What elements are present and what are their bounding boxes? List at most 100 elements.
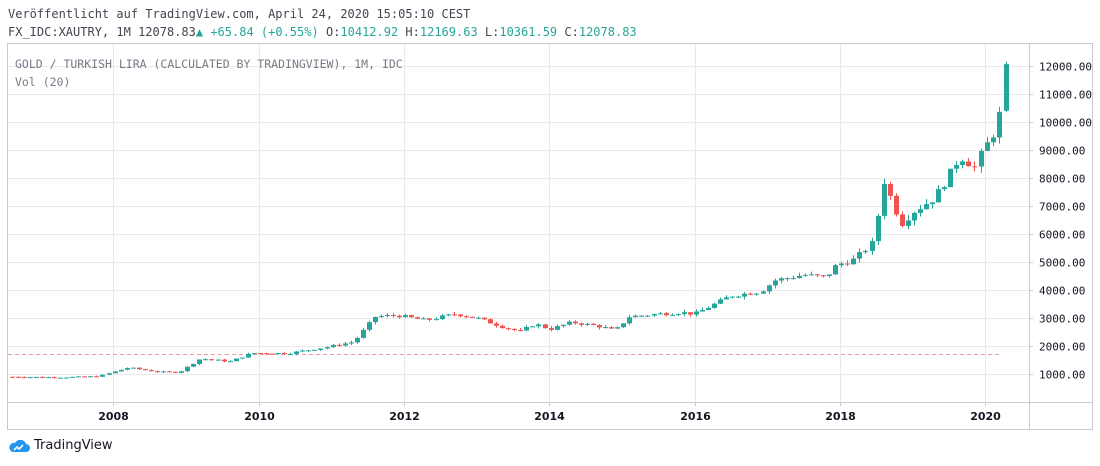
candle-body xyxy=(113,371,118,374)
candle-body xyxy=(761,291,766,294)
candle-body xyxy=(500,325,505,329)
y-tick-label: 6000.00 xyxy=(1039,229,1085,242)
candle-body xyxy=(88,376,93,378)
candle-body xyxy=(149,370,154,372)
candle-body xyxy=(918,209,923,213)
candle-body xyxy=(597,325,602,328)
x-tick-label: 2010 xyxy=(244,410,275,423)
candle-body xyxy=(888,183,893,196)
candle-body xyxy=(555,326,560,330)
candle-body xyxy=(518,330,523,332)
candle-body xyxy=(791,278,796,280)
candle-body xyxy=(645,315,650,317)
candle-body xyxy=(857,252,862,259)
candle-body xyxy=(494,323,499,326)
open-value: 10412.92 xyxy=(340,25,399,39)
candle-body xyxy=(821,275,826,277)
candle-body xyxy=(34,376,39,378)
candle-body xyxy=(652,314,657,316)
candle-body xyxy=(688,312,693,315)
candle-body xyxy=(615,327,620,329)
candle-body xyxy=(155,371,160,373)
high-label: H: xyxy=(405,25,420,39)
candle-body xyxy=(767,285,772,292)
tradingview-logo[interactable]: TradingView xyxy=(8,438,113,453)
candle-body xyxy=(397,315,402,318)
candle-body xyxy=(512,328,517,331)
candle-body xyxy=(906,220,911,226)
candle-body xyxy=(700,310,705,312)
candle-body xyxy=(488,319,493,324)
candle-body xyxy=(682,312,687,315)
candle-body xyxy=(240,357,245,359)
candle-body xyxy=(845,263,850,265)
candle-body xyxy=(373,316,378,323)
candle-body xyxy=(252,353,257,355)
plot-frame xyxy=(7,43,1093,430)
candle-body xyxy=(567,321,572,325)
y-tick-label: 2000.00 xyxy=(1039,341,1085,354)
candle-body xyxy=(270,353,275,355)
candle-body xyxy=(833,265,838,275)
candle-body xyxy=(724,297,729,300)
candle-body xyxy=(294,351,299,354)
candle-body xyxy=(912,212,917,221)
candle-body xyxy=(773,280,778,286)
candle-body xyxy=(28,377,33,379)
candle-body xyxy=(585,323,590,325)
candle-body xyxy=(506,328,511,330)
candle-body xyxy=(70,376,75,378)
candle-body xyxy=(549,328,554,330)
candle-body xyxy=(222,359,227,362)
published-line: Veröffentlicht auf TradingView.com, Apri… xyxy=(8,7,471,21)
candle-body xyxy=(627,317,632,324)
cloud-logo-icon xyxy=(9,439,30,452)
candle-body xyxy=(185,366,190,372)
candle-body xyxy=(403,315,408,318)
candle-body xyxy=(452,314,457,316)
candle-body xyxy=(82,376,87,378)
candle-body xyxy=(52,377,57,379)
candle-body xyxy=(839,263,844,266)
candle-body xyxy=(16,376,21,378)
up-arrow-icon: ▲ xyxy=(195,25,204,39)
candle-body xyxy=(785,278,790,280)
candle-body xyxy=(318,348,323,350)
candle-body xyxy=(258,353,263,355)
candle-body xyxy=(306,350,311,352)
candle-body xyxy=(536,324,541,327)
candle-body xyxy=(470,316,475,318)
candle-body xyxy=(440,315,445,320)
y-tick-label: 4000.00 xyxy=(1039,285,1085,298)
candle-body xyxy=(894,195,899,215)
candle-body xyxy=(209,359,214,361)
candle-body xyxy=(803,274,808,276)
candle-body xyxy=(543,324,548,329)
candle-body xyxy=(264,353,269,355)
candle-body xyxy=(742,293,747,297)
candle-body xyxy=(748,293,753,295)
candle-body xyxy=(137,367,142,370)
candle-body xyxy=(76,376,81,378)
x-tick-label: 2014 xyxy=(534,410,565,423)
low-value: 10361.59 xyxy=(499,25,558,39)
candle-body xyxy=(966,161,971,167)
candle-body xyxy=(337,344,342,346)
candle-body xyxy=(1004,64,1009,111)
candle-body xyxy=(107,373,112,375)
y-tick-label: 10000.00 xyxy=(1039,117,1092,130)
candle-body xyxy=(464,316,469,318)
candle-body xyxy=(621,323,626,328)
candle-body xyxy=(524,326,529,331)
candle-body xyxy=(851,258,856,265)
candle-body xyxy=(706,307,711,311)
time-axis-labels: 2008 2010 2012 2014 2016 2018 2020 xyxy=(98,402,1001,423)
candle-body xyxy=(167,371,172,373)
x-tick-label: 2018 xyxy=(825,410,856,423)
y-tick-label: 9000.00 xyxy=(1039,145,1085,158)
candle-body xyxy=(718,299,723,304)
candle-body xyxy=(246,353,251,358)
legend-volume: Vol (20) xyxy=(15,75,70,89)
candle-body xyxy=(325,347,330,349)
